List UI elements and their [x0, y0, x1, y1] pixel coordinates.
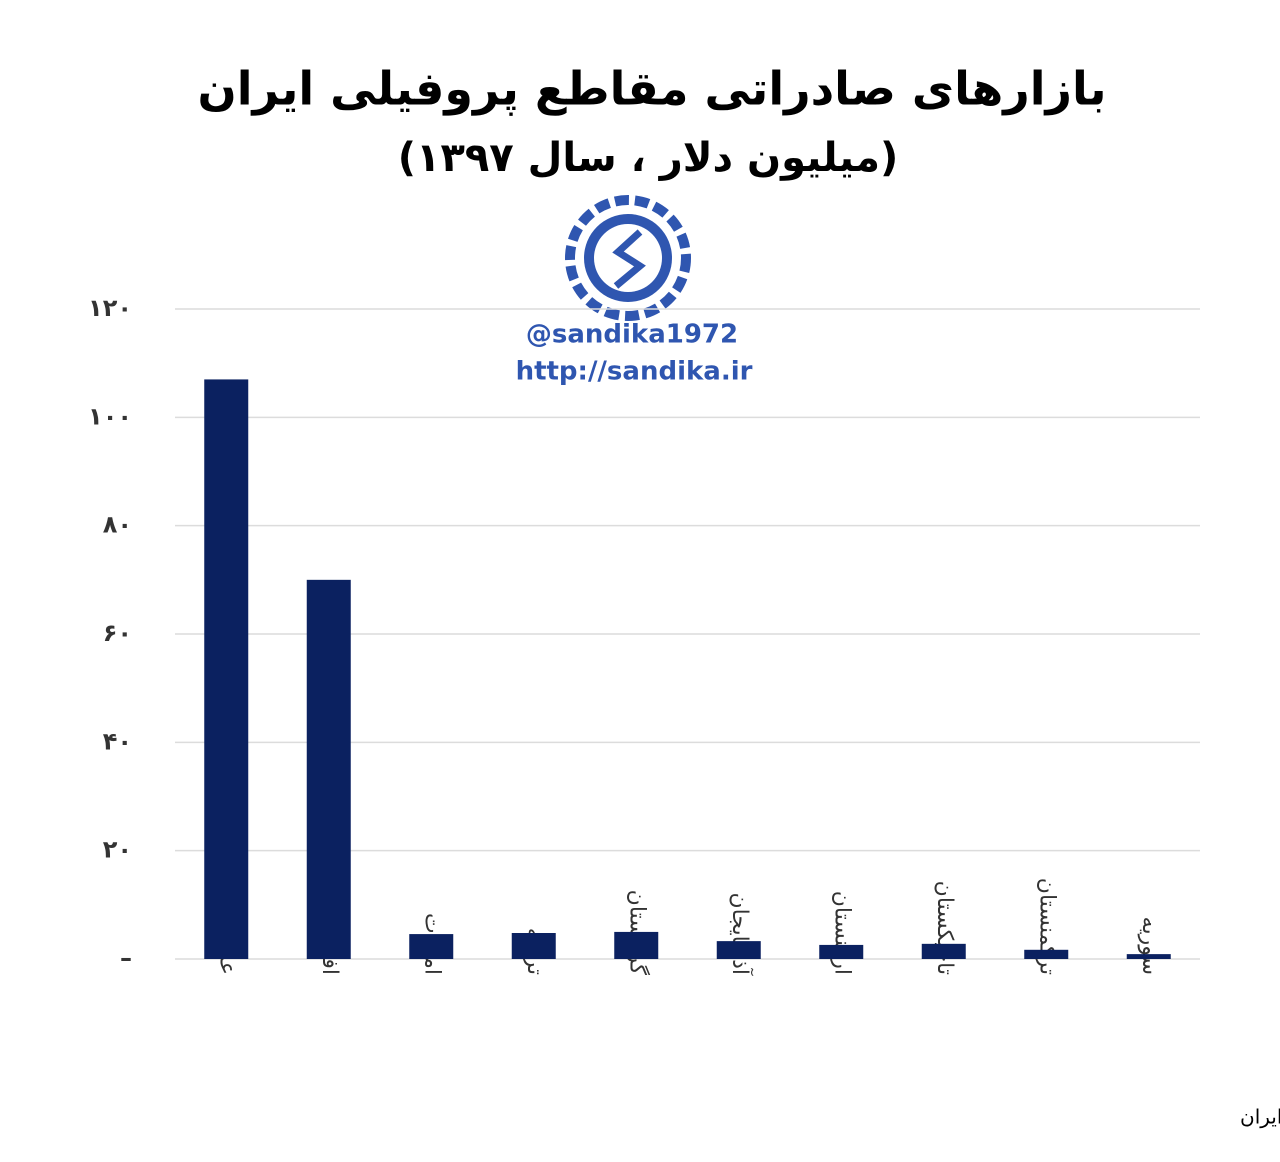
logo-gear	[565, 195, 691, 321]
x-tick-label: ارمنستان	[829, 891, 854, 975]
y-tick-label: ۱۰۰	[88, 402, 132, 430]
y-tick-label: ۸۰	[103, 511, 132, 539]
logo-s	[612, 229, 646, 289]
x-tick-label: تاجیکستان	[932, 881, 957, 975]
source: مرجع آمار: گمرک ایران	[1240, 1104, 1280, 1129]
logo	[565, 195, 691, 321]
y-tick-label: ۱۲۰	[88, 294, 132, 322]
watermark-handle: @sandika1972	[526, 320, 738, 350]
y-tick-label: ۲۰	[103, 836, 132, 864]
bar	[511, 933, 556, 959]
y-tick-label: –	[120, 944, 132, 972]
bar	[819, 944, 864, 959]
x-tick-label: سوریه	[1137, 917, 1162, 975]
bar	[1024, 949, 1069, 959]
y-tick-label: ۶۰	[103, 619, 132, 647]
x-tick-label: آذربایجان	[727, 892, 754, 975]
bar	[409, 934, 454, 959]
bar	[614, 931, 659, 959]
y-tick-label: ۴۰	[103, 727, 132, 755]
bar	[1126, 954, 1171, 959]
bar	[306, 579, 351, 959]
chart-subtitle: (میلیون دلار ، سال ۱۳۹۷)	[398, 135, 899, 181]
bar	[204, 379, 249, 960]
chart-title: بازارهای صادراتی مقاطع پروفیلی ایران	[197, 62, 1106, 117]
bar	[716, 941, 761, 959]
x-tick-label: ترکمنستان	[1034, 878, 1059, 975]
watermark-url: http://sandika.ir	[516, 357, 753, 387]
bar	[921, 943, 966, 959]
